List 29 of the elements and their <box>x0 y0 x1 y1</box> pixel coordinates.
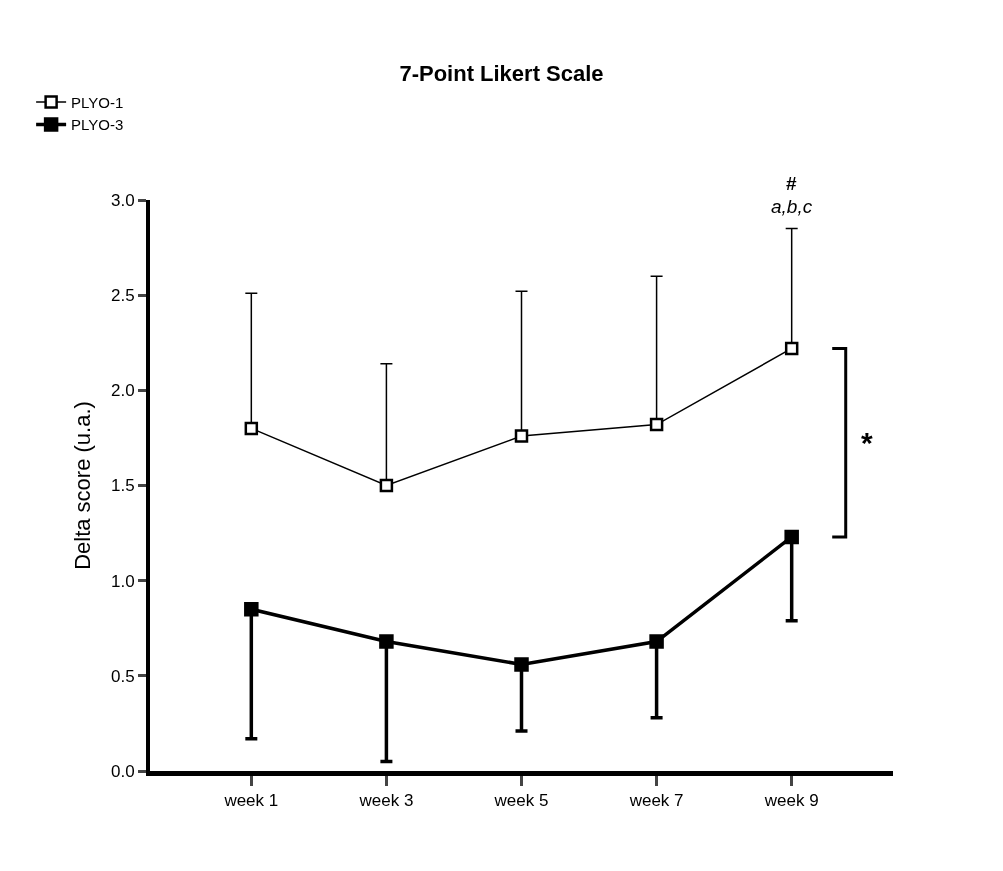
x-tick-label: week 9 <box>763 791 819 811</box>
point <box>649 417 664 432</box>
point <box>244 601 259 617</box>
x-tick-label: week 7 <box>628 791 684 811</box>
x-tick-label: week 5 <box>493 791 549 811</box>
y-tick-label: 0.0 <box>110 761 135 781</box>
point <box>379 634 394 649</box>
chart-title: 7-Point Likert Scale <box>399 60 604 86</box>
annotation: # <box>786 173 797 194</box>
point <box>379 478 394 493</box>
x-tick-label: week 1 <box>223 791 279 811</box>
point <box>514 657 529 672</box>
y-tick-label: 3.0 <box>110 190 135 210</box>
legend-label: PLYO-1 <box>71 93 124 111</box>
y-axis-title: Delta score (u.a.) <box>70 401 96 570</box>
point <box>649 634 664 649</box>
annotation: * <box>861 426 873 459</box>
y-tick-label: 1.5 <box>110 476 135 496</box>
point <box>244 421 259 436</box>
point <box>784 341 799 356</box>
point <box>784 529 799 545</box>
legend-label: PLYO-3 <box>71 116 124 134</box>
y-tick-label: 0.5 <box>110 666 135 686</box>
point <box>514 429 529 443</box>
y-tick-label: 2.5 <box>110 286 135 306</box>
y-tick-label: 1.0 <box>110 571 135 591</box>
annotation: a,b,c <box>771 196 813 217</box>
y-tick-label: 2.0 <box>110 381 135 401</box>
x-tick-label: week 3 <box>358 791 414 811</box>
